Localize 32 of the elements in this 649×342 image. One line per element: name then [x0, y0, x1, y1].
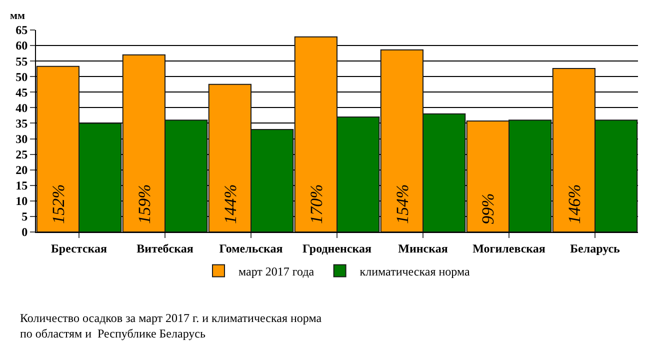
y-tick-label: 60 — [16, 38, 28, 53]
y-tick-label: 20 — [16, 163, 28, 178]
x-tick-label: Витебская — [136, 241, 194, 256]
y-tick-label: 45 — [16, 85, 28, 100]
y-tick-label: 65 — [16, 23, 28, 38]
annotation: 154% — [392, 184, 412, 224]
legend-label: март 2017 года — [238, 264, 315, 278]
y-tick-label: 55 — [16, 54, 28, 68]
y-tick-label: 5 — [22, 210, 28, 224]
y-tick-label: 0 — [22, 225, 28, 240]
y-tick-label: 25 — [16, 148, 28, 162]
text: Количество осадков за март 2017 г. и климатическая норма по областям и Республике Беларусь — [20, 311, 322, 341]
annotation: 170% — [306, 184, 326, 224]
x-tick-label: Минская — [398, 241, 448, 256]
annotation: 159% — [134, 184, 154, 224]
y-tick-label: 30 — [16, 132, 28, 146]
y-tick-label: 50 — [16, 70, 28, 84]
x-tick-label: Беларусь — [570, 241, 621, 256]
y-tick-label: 40 — [16, 100, 28, 115]
annotation: 99% — [478, 193, 498, 224]
y-axis-title: мм — [10, 10, 26, 22]
y-tick-label: 35 — [16, 116, 28, 130]
y-tick-label: 10 — [16, 194, 28, 208]
legend-label: климатическая норма — [360, 264, 470, 278]
x-tick-label: Могилевская — [472, 241, 546, 256]
y-tick-label: 15 — [16, 178, 28, 193]
annotation: 144% — [220, 184, 240, 224]
annotation: 152% — [48, 184, 68, 224]
x-tick-label: Брестская — [51, 241, 108, 256]
x-tick-label: Гомельская — [219, 241, 284, 256]
annotation: 146% — [564, 184, 584, 224]
x-tick-label: Гродненская — [302, 241, 372, 256]
